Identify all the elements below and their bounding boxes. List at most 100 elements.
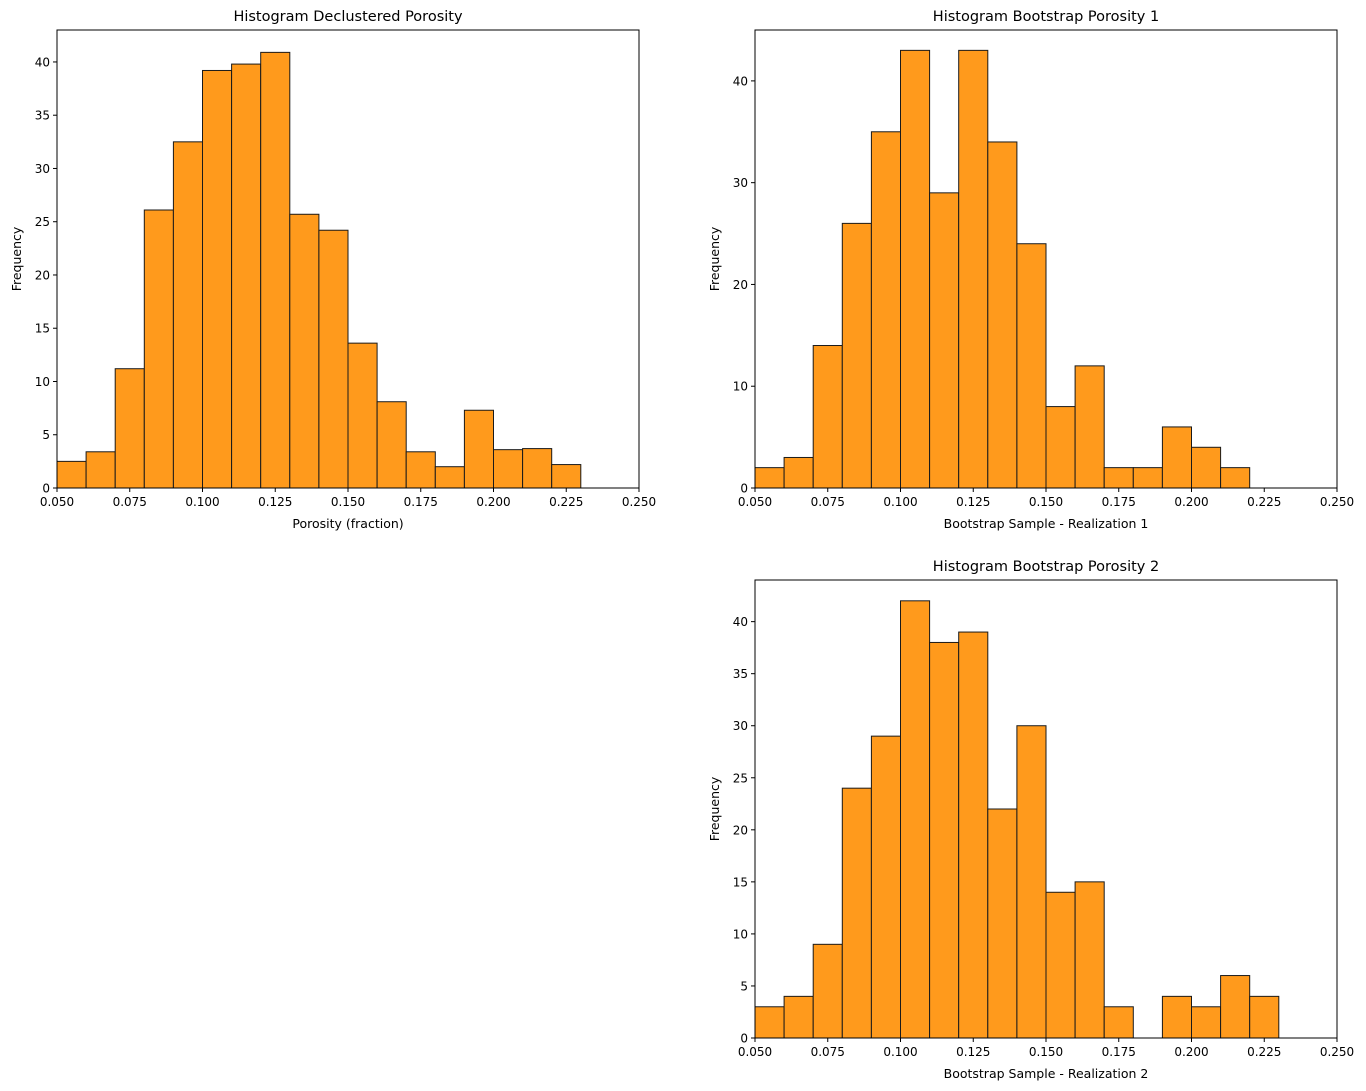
y-tick-label: 25 <box>733 771 748 785</box>
histogram-bar <box>1249 995 1280 1039</box>
y-tick-label: 10 <box>35 375 50 389</box>
histogram-bar <box>754 1006 785 1039</box>
histogram-bar <box>1045 891 1076 1039</box>
x-tick-label: 0.200 <box>1174 495 1208 509</box>
x-tick-label: 0.125 <box>956 1045 990 1059</box>
chart-panel-2: 0.050 0.075 0.100 0.125 0.150 0.175 0.200 0.225… <box>707 9 1354 531</box>
histogram-bar <box>260 51 291 489</box>
histogram-bar <box>1220 467 1251 489</box>
x-tick-label: 0.075 <box>811 495 845 509</box>
chart-panel-1: 0.050 0.075 0.100 0.125 0.150 0.175 0.200 0.225… <box>9 9 656 531</box>
histogram-bar <box>1161 426 1193 489</box>
histogram-bar <box>1103 467 1134 489</box>
histogram-bar <box>754 467 785 489</box>
histogram-bar <box>812 943 843 1039</box>
x-axis-label: Bootstrap Sample - Realization 2 <box>944 1066 1149 1081</box>
histogram-bar <box>958 49 989 489</box>
histogram-bar <box>841 787 872 1039</box>
histogram-bar <box>783 995 814 1039</box>
x-tick-label: 0.075 <box>113 495 147 509</box>
y-tick-label: 40 <box>35 55 50 69</box>
histogram-bar <box>434 466 465 489</box>
y-tick-label: 35 <box>733 667 748 681</box>
x-tick-label: 0.050 <box>738 495 772 509</box>
histogram-bar <box>1191 1006 1222 1039</box>
histogram-bar <box>289 213 320 489</box>
histogram-bar <box>987 141 1018 489</box>
histogram-bar <box>1161 995 1193 1039</box>
y-tick-label: 5 <box>740 979 748 993</box>
y-tick-label: 35 <box>35 109 50 123</box>
x-tick-label: 0.250 <box>622 495 656 509</box>
histogram-bar <box>56 460 87 489</box>
histogram-bar <box>987 808 1018 1039</box>
histogram-bar <box>812 345 843 489</box>
x-tick-label: 0.125 <box>956 495 990 509</box>
histogram-bar <box>1191 446 1222 489</box>
histogram-bar <box>1016 243 1047 489</box>
histogram-bar <box>405 451 436 489</box>
y-tick-label: 15 <box>35 322 50 336</box>
histogram-bar <box>493 449 524 489</box>
histogram-bar <box>143 209 174 489</box>
x-tick-label: 0.150 <box>1029 495 1063 509</box>
histogram-bar <box>85 451 116 489</box>
histogram-bar <box>376 401 407 489</box>
histogram-bar <box>318 229 349 489</box>
histogram-bar <box>929 641 960 1039</box>
x-axis-label: Porosity (fraction) <box>292 516 403 531</box>
chart-panel-3: 0.050 0.075 0.100 0.125 0.150 0.175 0.200 0.225… <box>707 559 1354 1081</box>
x-tick-label: 0.125 <box>258 495 292 509</box>
x-tick-label: 0.150 <box>331 495 365 509</box>
x-tick-label: 0.250 <box>1320 1045 1354 1059</box>
y-tick-label: 30 <box>733 176 748 190</box>
x-tick-label: 0.225 <box>549 495 583 509</box>
y-tick-label: 0 <box>42 482 50 496</box>
y-tick-label: 20 <box>35 268 50 282</box>
x-tick-label: 0.150 <box>1029 1045 1063 1059</box>
histogram-bar <box>172 141 203 489</box>
x-tick-label: 0.175 <box>1102 1045 1136 1059</box>
histogram-bar <box>958 631 989 1039</box>
x-tick-label: 0.050 <box>40 495 74 509</box>
x-tick-label: 0.075 <box>811 1045 845 1059</box>
y-tick-label: 0 <box>740 482 748 496</box>
histogram-bar <box>783 456 814 489</box>
histogram-bar <box>929 192 960 489</box>
histogram-bar <box>1074 365 1105 489</box>
y-tick-label: 5 <box>42 428 50 442</box>
y-tick-label: 10 <box>733 927 748 941</box>
x-tick-label: 0.050 <box>738 1045 772 1059</box>
x-tick-label: 0.100 <box>883 1045 917 1059</box>
histogram-bar <box>1074 881 1105 1039</box>
histogram-bar <box>870 735 902 1039</box>
histogram-bar <box>900 49 931 489</box>
y-tick-label: 40 <box>733 74 748 88</box>
y-tick-label: 40 <box>733 615 748 629</box>
y-axis-label: Frequency <box>707 776 722 841</box>
y-tick-label: 25 <box>35 215 50 229</box>
x-tick-label: 0.200 <box>1174 1045 1208 1059</box>
histogram-bar <box>1016 725 1047 1039</box>
histogram-bar <box>1103 1006 1134 1039</box>
chart-title: Histogram Bootstrap Porosity 1 <box>933 9 1159 25</box>
histogram-bar <box>1045 406 1076 489</box>
y-tick-label: 0 <box>740 1032 748 1046</box>
histogram-bar <box>202 69 233 489</box>
y-tick-label: 15 <box>733 875 748 889</box>
chart-title: Histogram Declustered Porosity <box>233 9 463 25</box>
y-tick-label: 30 <box>733 719 748 733</box>
x-tick-label: 0.225 <box>1247 495 1281 509</box>
x-tick-label: 0.175 <box>1102 495 1136 509</box>
y-axis-label: Frequency <box>707 226 722 291</box>
histogram-bar <box>114 368 145 489</box>
x-axis-label: Bootstrap Sample - Realization 1 <box>944 516 1149 531</box>
y-tick-label: 20 <box>733 278 748 292</box>
histogram-bar <box>522 448 553 489</box>
histogram-bar <box>463 409 494 489</box>
histogram-bar <box>231 63 262 489</box>
x-tick-label: 0.250 <box>1320 495 1354 509</box>
histogram-bar <box>900 600 931 1039</box>
chart-title: Histogram Bootstrap Porosity 2 <box>933 559 1159 575</box>
